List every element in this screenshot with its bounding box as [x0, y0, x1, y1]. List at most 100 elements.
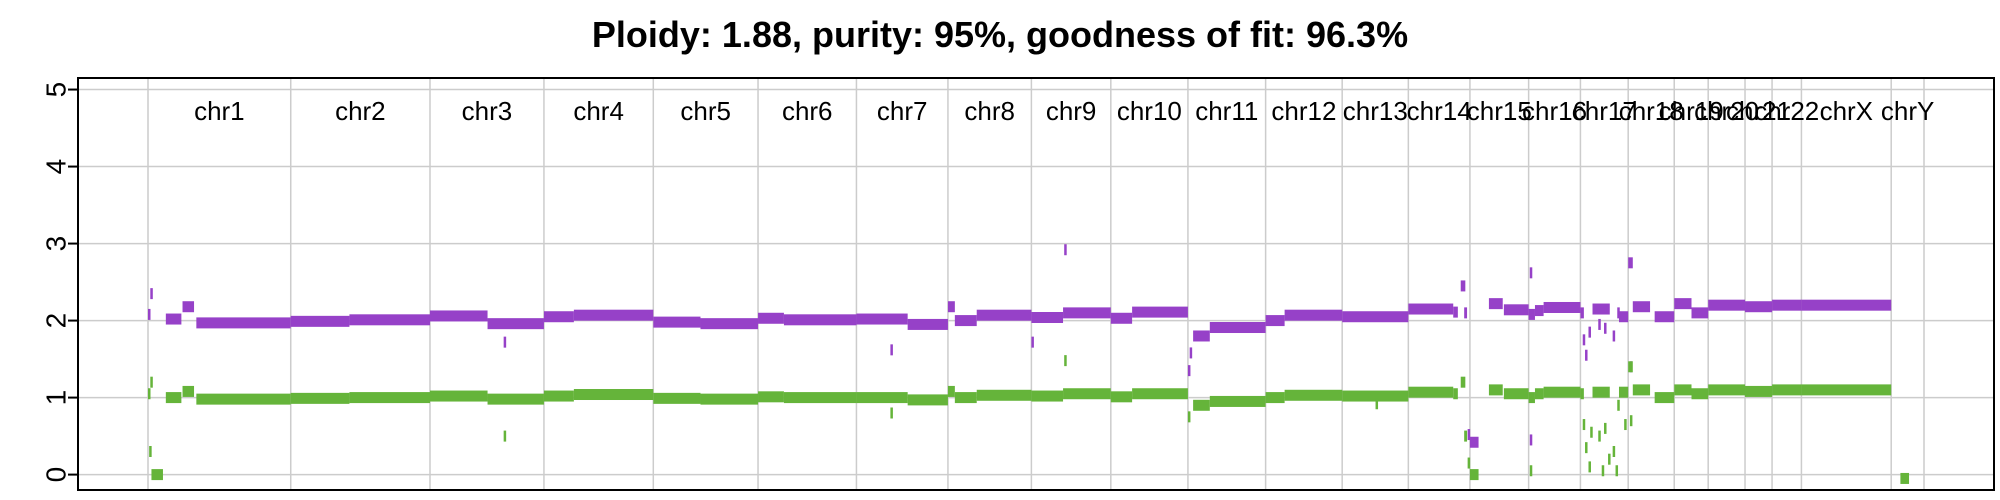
chromosome-label: chr8	[964, 96, 1015, 126]
chromosome-label: chr15	[1467, 96, 1532, 126]
total-copy-number-segment	[543, 311, 574, 323]
minor-copy-number-segment	[1708, 384, 1746, 396]
minor-copy-number-segment	[1585, 442, 1588, 454]
total-copy-number-segment	[758, 312, 784, 324]
chromosome-label: chr11	[1195, 96, 1258, 126]
minor-copy-number-segment	[758, 391, 784, 403]
minor-copy-number-segment	[1590, 426, 1593, 438]
minor-copy-number-segment	[1629, 415, 1633, 427]
chromosome-label: chr13	[1343, 96, 1408, 126]
minor-copy-number-segment	[783, 392, 857, 404]
chromosome-label: chr20	[1694, 96, 1759, 126]
minor-copy-number-segment	[1801, 384, 1892, 396]
minor-copy-number-segment	[1534, 388, 1544, 400]
total-copy-number-segment	[1632, 301, 1651, 313]
minor-copy-number-segment	[149, 445, 152, 457]
minor-copy-number-segment	[1588, 461, 1591, 473]
chart-title: Ploidy: 1.88, purity: 95%, goodness of f…	[591, 14, 1409, 55]
minor-copy-number-segment	[1132, 388, 1188, 400]
total-copy-number-segment	[890, 344, 893, 356]
minor-copy-number-segment	[1601, 465, 1605, 477]
chromosome-label: chr1	[194, 96, 245, 126]
minor-copy-number-segment	[1064, 355, 1067, 367]
total-copy-number-segment	[1588, 326, 1591, 338]
chromosome-label: chr17	[1572, 96, 1637, 126]
total-copy-number-segment	[150, 288, 153, 300]
minor-copy-number-segment	[151, 469, 163, 481]
minor-copy-number-segment	[1598, 430, 1601, 442]
chromosome-label: chr3	[462, 96, 513, 126]
minor-copy-number-segment	[1543, 386, 1581, 398]
total-copy-number-segment	[1801, 299, 1892, 311]
minor-copy-number-segment	[1580, 388, 1584, 400]
chromosome-label: chr5	[680, 96, 731, 126]
total-copy-number-segment	[1187, 365, 1191, 377]
total-copy-number-segment	[1534, 305, 1544, 317]
total-copy-number-segment	[1654, 311, 1675, 323]
total-copy-number-segment	[1453, 306, 1458, 318]
total-copy-number-segment	[429, 310, 488, 322]
chromosome-label: chr19	[1659, 96, 1724, 126]
chromosome-label: chr16	[1522, 96, 1587, 126]
chromosome-label: chr6	[782, 96, 833, 126]
minor-copy-number-segment	[1592, 386, 1610, 398]
total-copy-number-segment	[954, 315, 977, 327]
minor-copy-number-segment	[1624, 419, 1627, 431]
chromosome-label: chr21	[1726, 96, 1791, 126]
minor-copy-number-segment	[1460, 376, 1466, 388]
minor-copy-number-segment	[1604, 422, 1607, 434]
minor-copy-number-segment	[148, 388, 151, 400]
minor-copy-number-segment	[1529, 465, 1533, 477]
total-copy-number-segment	[1342, 311, 1409, 323]
minor-copy-number-segment	[1110, 391, 1133, 403]
total-copy-number-segment	[487, 318, 544, 330]
chromosome-label: chr9	[1046, 96, 1097, 126]
total-copy-number-segment	[1132, 306, 1188, 318]
total-copy-number-segment	[1503, 304, 1529, 316]
total-copy-number-segment	[1674, 298, 1692, 310]
total-copy-number-segment	[1585, 349, 1588, 361]
total-copy-number-segment	[1617, 307, 1620, 319]
minor-copy-number-segment	[1342, 390, 1409, 402]
total-copy-number-segment	[1745, 301, 1773, 313]
minor-copy-number-segment	[1772, 384, 1802, 396]
total-copy-number-segment	[1708, 299, 1746, 311]
total-copy-number-segment	[1582, 334, 1586, 346]
chromosome-labels: chr1 chr2 chr3 chr4 chr5 chr6 chr7 chr8 chr9 chr1…	[194, 96, 1934, 126]
minor-copy-number-segment	[1691, 388, 1709, 400]
total-copy-number-segment	[1618, 311, 1629, 323]
total-copy-number-segment	[1598, 318, 1601, 330]
minor-copy-number-segment	[1608, 453, 1611, 465]
minor-copy-number-segment	[1467, 457, 1471, 469]
total-copy-number-segment	[1284, 309, 1343, 321]
minor-copy-number-segment	[1375, 398, 1379, 410]
total-copy-number-segment	[1408, 303, 1454, 315]
minor-copy-number-segment	[1528, 392, 1535, 404]
minor-copy-number-segment	[182, 385, 195, 397]
total-copy-number-segment	[1460, 280, 1466, 292]
minor-copy-number-segment	[429, 390, 488, 402]
minor-copy-number-segment	[1618, 386, 1629, 398]
total-copy-number-segment	[148, 308, 151, 320]
minor-copy-number-segment	[1632, 384, 1651, 396]
minor-copy-number-segment	[907, 394, 948, 406]
total-copy-number-segment	[1031, 336, 1034, 348]
total-copy-number-segment	[1031, 311, 1064, 323]
minor-copy-number-segment	[1408, 386, 1454, 398]
minor-copy-number-segment	[976, 389, 1032, 401]
minor-copy-number-segment	[653, 392, 701, 404]
total-copy-number-segment	[947, 301, 955, 313]
segments	[148, 244, 1910, 484]
total-copy-number-segment	[1467, 429, 1471, 441]
total-copy-number-segment	[1604, 322, 1607, 334]
total-copy-number-segment	[1189, 347, 1193, 359]
total-copy-number-segment	[856, 313, 908, 325]
total-copy-number-segment	[1488, 298, 1503, 310]
minor-copy-number-segment	[1193, 399, 1210, 411]
minor-copy-number-segment	[165, 392, 182, 404]
total-copy-number-segment	[1529, 434, 1533, 446]
total-copy-number-segment	[573, 309, 654, 321]
chromosome-label: chr4	[573, 96, 624, 126]
total-copy-number-segment	[349, 314, 430, 326]
minor-copy-number-segment	[856, 392, 908, 404]
